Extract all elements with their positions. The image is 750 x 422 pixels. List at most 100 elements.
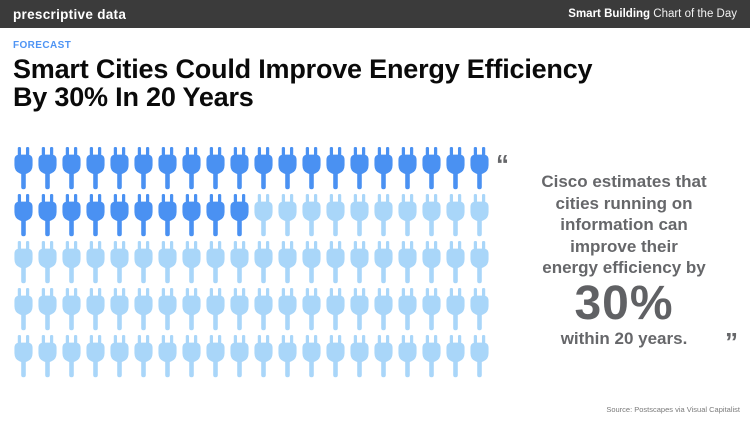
plug-icon — [397, 288, 421, 335]
plug-icon — [133, 241, 157, 288]
pictogram-grid — [13, 147, 494, 382]
plug-icon — [229, 288, 253, 335]
plug-icon — [13, 241, 37, 288]
plug-icon — [277, 194, 301, 241]
plug-icon — [325, 194, 349, 241]
plug-icon — [205, 288, 229, 335]
plug-icon — [13, 335, 37, 382]
plug-icon — [445, 335, 469, 382]
plug-icon — [157, 194, 181, 241]
plug-icon — [469, 147, 493, 194]
plug-icon — [373, 194, 397, 241]
plug-icon — [13, 194, 37, 241]
plug-icon — [61, 288, 85, 335]
plug-icon — [445, 241, 469, 288]
plug-icon — [133, 194, 157, 241]
plug-icon — [373, 147, 397, 194]
plug-icon — [349, 241, 373, 288]
plug-icon — [181, 241, 205, 288]
plug-icon — [253, 241, 277, 288]
brand-logo: prescriptive data — [13, 6, 127, 22]
plug-icon — [13, 147, 37, 194]
plug-icon — [229, 147, 253, 194]
plug-icon — [109, 147, 133, 194]
plug-icon — [373, 335, 397, 382]
plug-icon — [277, 241, 301, 288]
plug-icon — [301, 147, 325, 194]
plug-icon — [109, 335, 133, 382]
plug-icon — [13, 288, 37, 335]
plug-icon — [397, 335, 421, 382]
plug-icon — [301, 241, 325, 288]
plug-icon — [253, 194, 277, 241]
plug-icon — [229, 194, 253, 241]
plug-icon — [37, 147, 61, 194]
plug-icon — [133, 288, 157, 335]
plug-icon — [37, 288, 61, 335]
plug-icon — [157, 335, 181, 382]
header-edition: Smart Building Chart of the Day — [568, 8, 737, 20]
source-credit: Source: Postscapes via Visual Capitalist — [606, 405, 740, 414]
kicker: FORECAST — [13, 40, 72, 51]
plug-icon — [373, 288, 397, 335]
plug-icon — [469, 194, 493, 241]
plug-icon — [421, 335, 445, 382]
plug-icon — [133, 335, 157, 382]
plug-icon — [445, 288, 469, 335]
quote-line: information can — [560, 215, 688, 234]
plug-icon — [421, 241, 445, 288]
plug-icon — [253, 288, 277, 335]
plug-icon — [469, 241, 493, 288]
quote-line: cities running on — [555, 193, 693, 213]
plug-icon — [421, 194, 445, 241]
plug-icon — [229, 335, 253, 382]
quote-text: Cisco estimates that cities running on inf… — [508, 171, 740, 279]
plug-icon — [205, 241, 229, 288]
plug-icon — [421, 147, 445, 194]
plug-icon — [61, 147, 85, 194]
plug-icon — [205, 147, 229, 194]
edition-rest: Chart of the Day — [650, 8, 737, 20]
plug-icon — [469, 288, 493, 335]
plug-icon — [61, 194, 85, 241]
quote-line: Cisco estimates that — [541, 172, 707, 191]
plug-icon — [205, 335, 229, 382]
plug-icon — [301, 335, 325, 382]
quote-stat: 30% — [574, 276, 674, 330]
plug-icon — [229, 241, 253, 288]
header-bar: prescriptive data Smart Building Chart o… — [0, 0, 750, 28]
plug-icon — [253, 147, 277, 194]
plug-icon — [325, 288, 349, 335]
plug-icon — [37, 241, 61, 288]
plug-icon — [349, 147, 373, 194]
plug-icon — [85, 288, 109, 335]
plug-icon — [445, 147, 469, 194]
plug-icon — [85, 335, 109, 382]
plug-icon — [325, 335, 349, 382]
plug-icon — [325, 241, 349, 288]
plug-icon — [349, 288, 373, 335]
plug-icon — [157, 147, 181, 194]
plug-icon — [157, 288, 181, 335]
plug-icon — [133, 147, 157, 194]
title-line-1: Smart Cities Could Improve Energy Effici… — [13, 54, 593, 84]
plug-icon — [109, 288, 133, 335]
plug-icon — [181, 147, 205, 194]
plug-icon — [61, 241, 85, 288]
plug-icon — [109, 194, 133, 241]
plug-icon — [37, 335, 61, 382]
plug-icon — [277, 288, 301, 335]
plug-icon — [181, 194, 205, 241]
quote-suffix: within 20 years. — [560, 328, 688, 348]
plug-icon — [301, 288, 325, 335]
plug-icon — [85, 194, 109, 241]
plug-icon — [181, 335, 205, 382]
plug-icon — [157, 241, 181, 288]
quote-block: “ Cisco estimates that cities running on i… — [494, 147, 750, 382]
plug-icon — [37, 194, 61, 241]
plug-icon — [373, 241, 397, 288]
plug-icon — [397, 194, 421, 241]
plug-icon — [349, 335, 373, 382]
plug-icon — [349, 194, 373, 241]
